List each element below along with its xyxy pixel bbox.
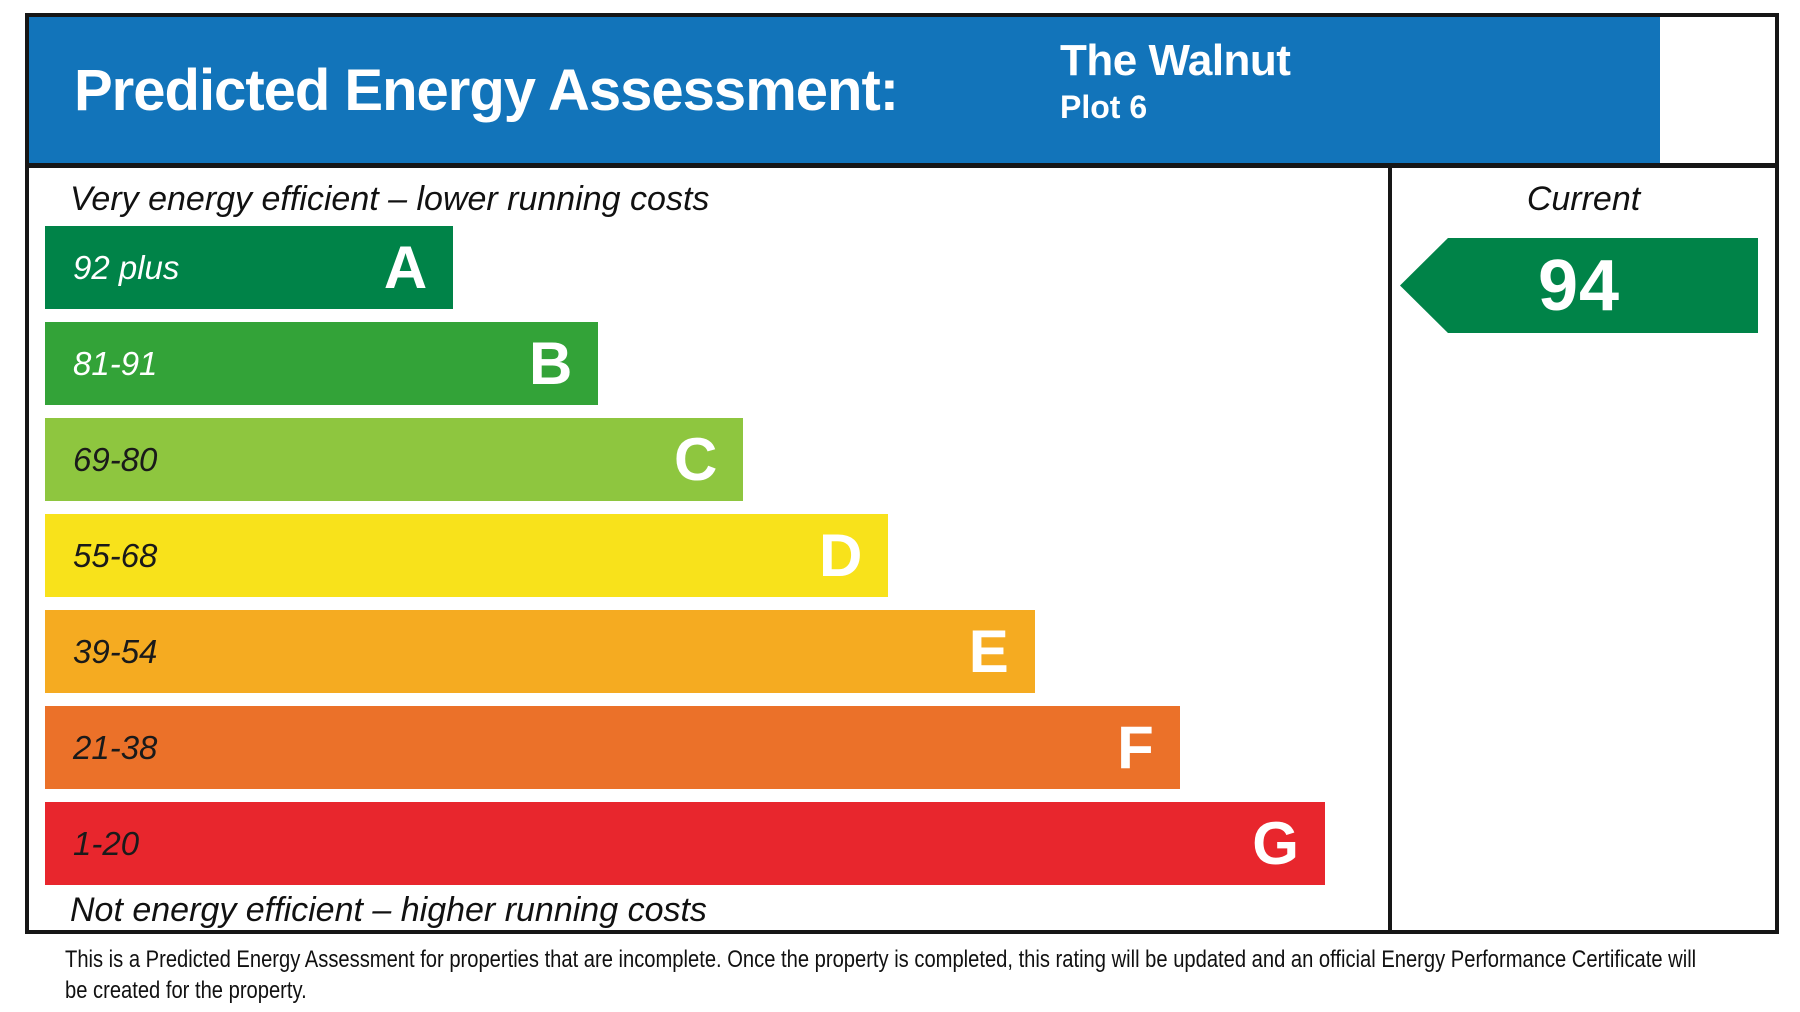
- band-range-label: 21-38: [73, 728, 158, 766]
- band-range-label: 1-20: [73, 824, 140, 862]
- current-rating-arrow: 94: [1400, 238, 1758, 333]
- band-letter: E: [968, 617, 1009, 685]
- property-block: The Walnut Plot 6: [1060, 36, 1291, 125]
- band-range-label: 69-80: [73, 440, 158, 478]
- epc-band-row: 39-54 E: [45, 610, 1035, 693]
- band-range-label: 81-91: [73, 344, 158, 382]
- band-letter: A: [383, 233, 428, 301]
- page-title: Predicted Energy Assessment:: [74, 57, 899, 123]
- band-letter: C: [674, 425, 718, 493]
- footnote-text: This is a Predicted Energy Assessment fo…: [65, 946, 1697, 1004]
- epc-band-row: 1-20 G: [45, 802, 1325, 885]
- band-range-label: 55-68: [73, 536, 158, 574]
- certificate-body: Very energy efficient – lower running co…: [29, 168, 1775, 930]
- bottom-caption: Not energy efficient – higher running co…: [70, 891, 707, 929]
- band-letter: B: [528, 329, 573, 397]
- band-range-label: 39-54: [73, 632, 158, 670]
- rating-scale-panel: Very energy efficient – lower running co…: [29, 168, 1388, 930]
- panel-divider: [1388, 168, 1392, 930]
- band-range-label: 92 plus: [73, 248, 180, 286]
- epc-band-row: 81-91 B: [45, 322, 599, 405]
- band-letter: F: [1117, 713, 1154, 781]
- current-rating-panel: Current 94: [1392, 168, 1775, 930]
- band-letter: D: [819, 521, 863, 589]
- epc-band-row: 69-80 C: [45, 418, 744, 501]
- property-name: The Walnut: [1060, 36, 1291, 85]
- current-rating-value: 94: [1537, 245, 1621, 326]
- epc-certificate-box: Predicted Energy Assessment: The Walnut …: [25, 13, 1779, 934]
- rating-bands: 92 plus A 81-91 B 69-80 C 55-68 D 39-54 …: [45, 226, 1388, 898]
- certificate-header: Predicted Energy Assessment: The Walnut …: [29, 17, 1775, 168]
- epc-band-row: 21-38 F: [45, 706, 1180, 789]
- property-plot: Plot 6: [1060, 89, 1148, 125]
- header-blue-band: Predicted Energy Assessment: The Walnut …: [29, 17, 1660, 163]
- band-letter: G: [1252, 809, 1299, 877]
- epc-band-row: 55-68 D: [45, 514, 889, 597]
- epc-band-row: 92 plus A: [45, 226, 454, 309]
- top-caption: Very energy efficient – lower running co…: [70, 180, 710, 218]
- current-label: Current: [1526, 180, 1641, 218]
